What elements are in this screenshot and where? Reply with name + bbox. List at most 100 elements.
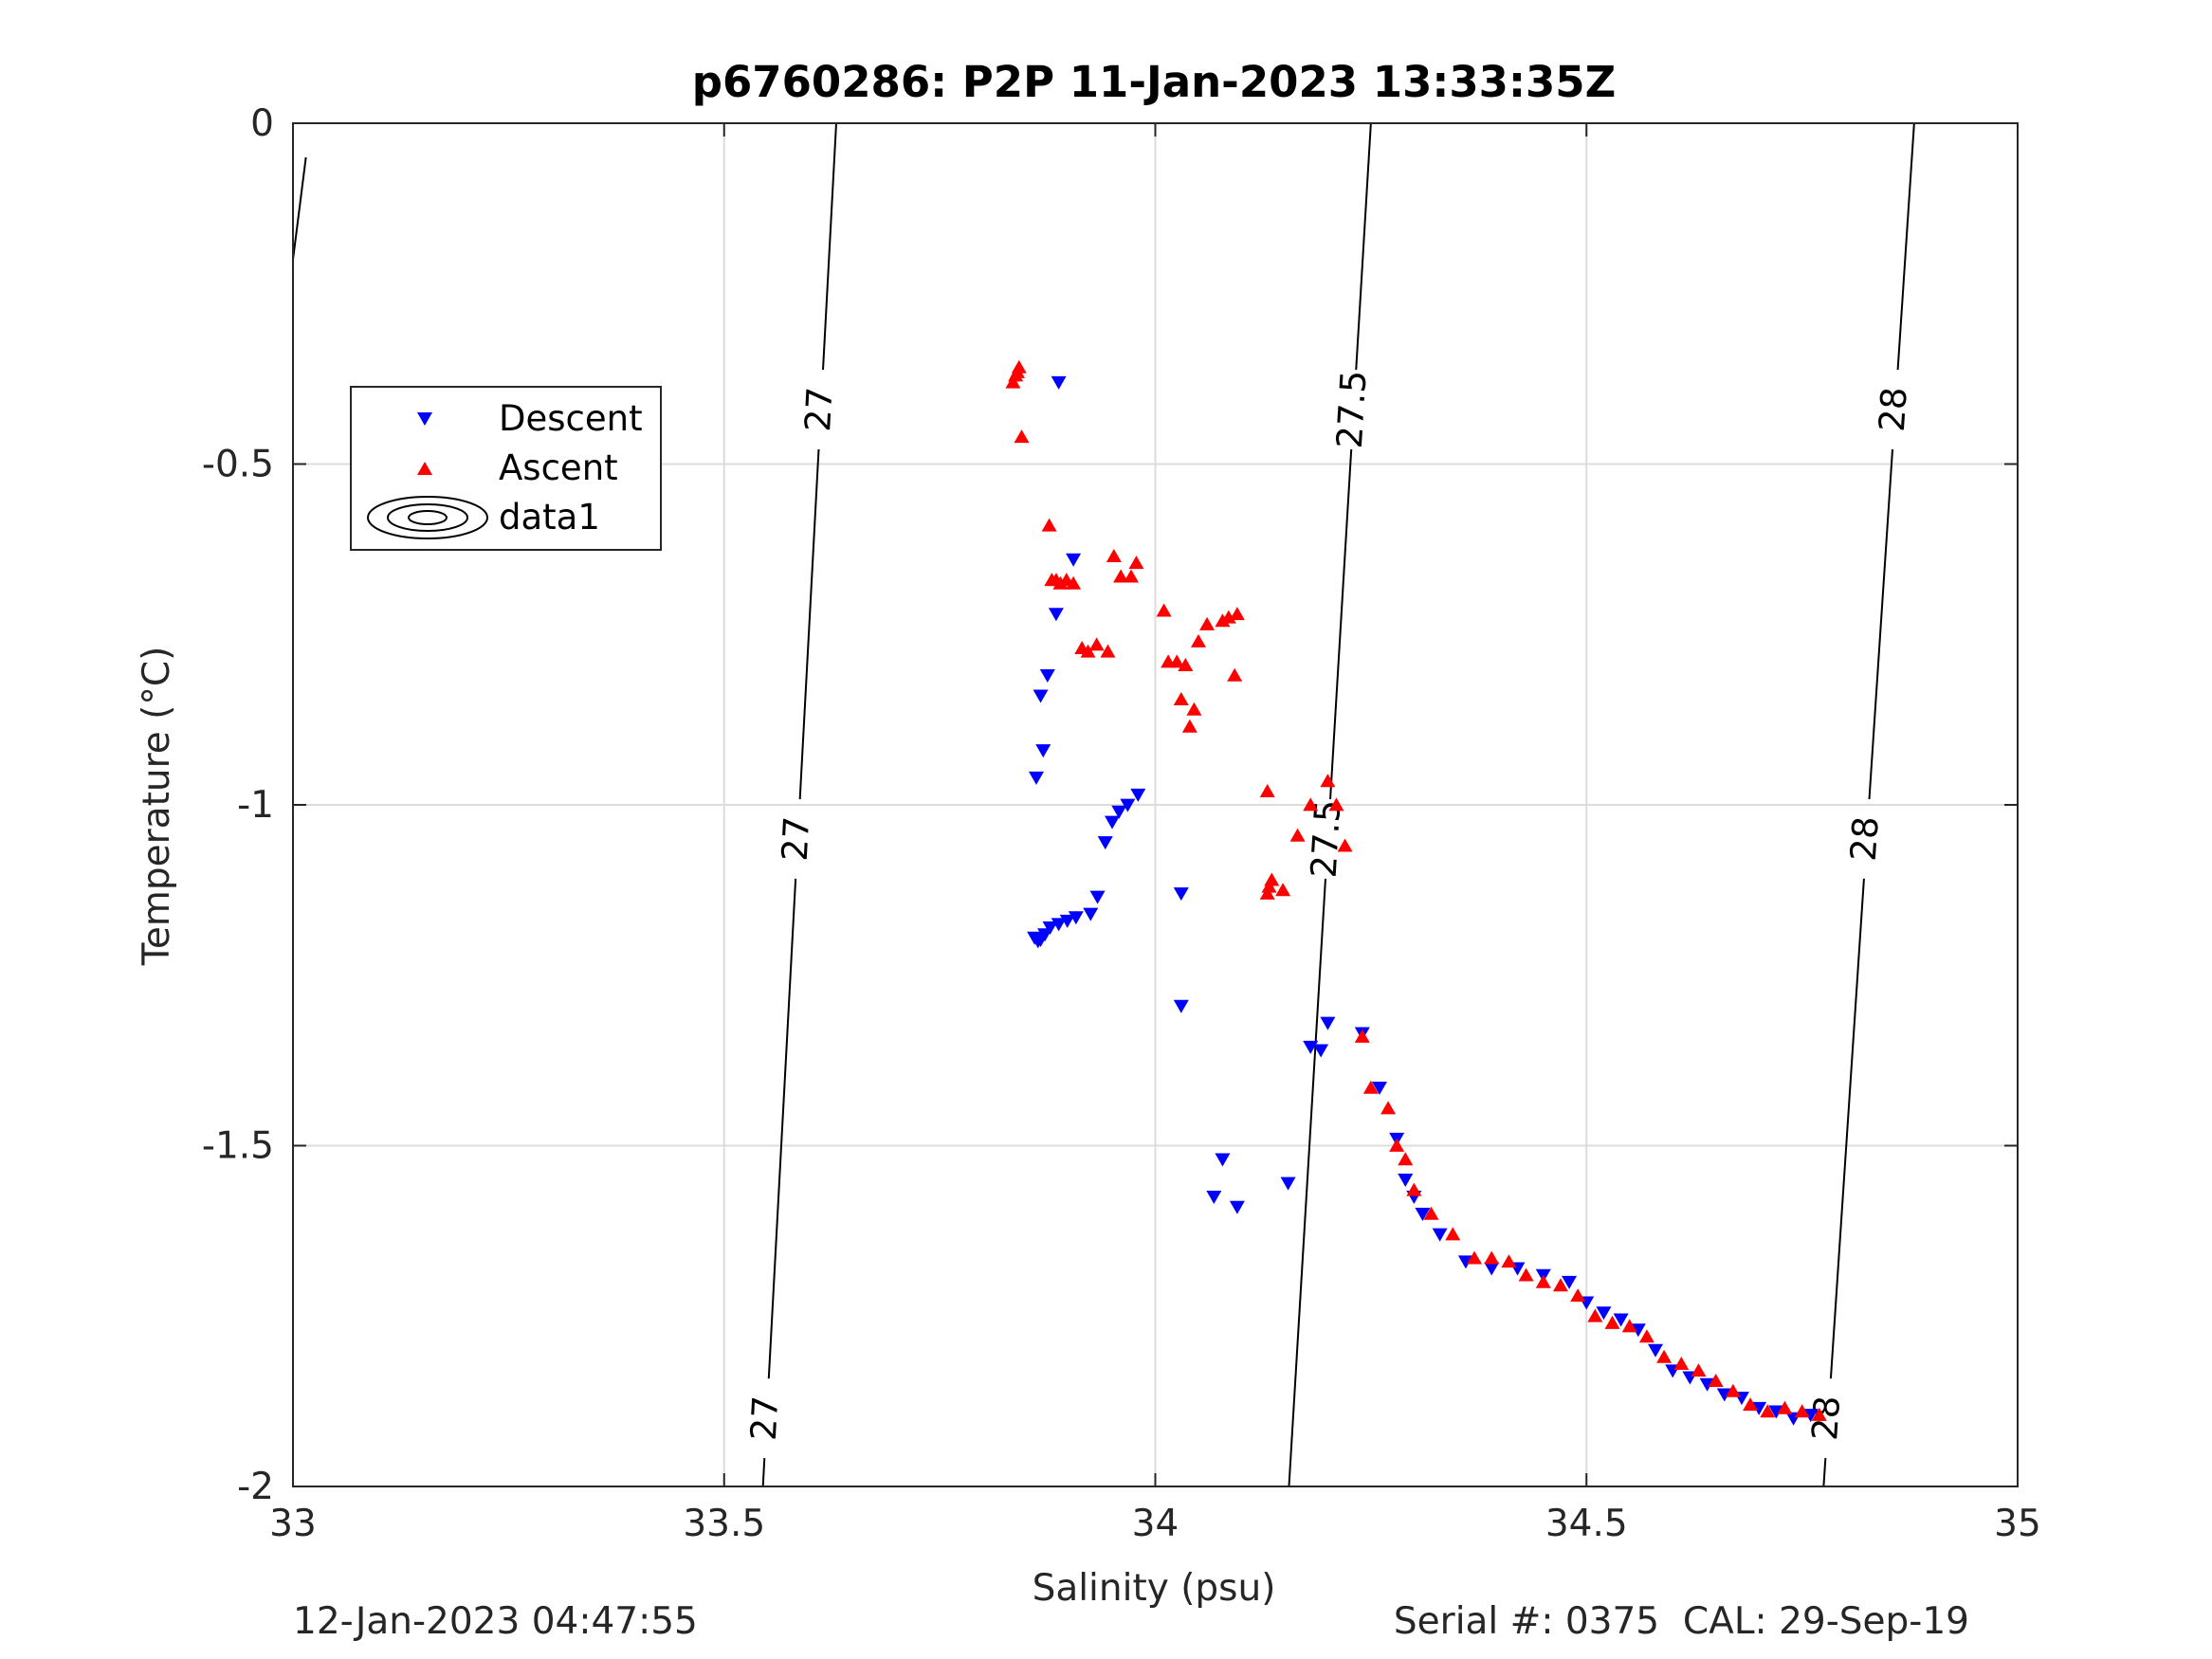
ascent-point bbox=[1320, 774, 1336, 788]
ascent-point bbox=[1656, 1349, 1673, 1363]
contour-label: 27.5 bbox=[1304, 798, 1349, 879]
descent-point bbox=[1432, 1228, 1448, 1242]
ascent-point bbox=[1760, 1404, 1776, 1418]
ascent-point bbox=[1406, 1182, 1422, 1196]
ascent-point bbox=[1691, 1363, 1707, 1377]
x-tick-label: 34.5 bbox=[1545, 1503, 1628, 1545]
contour-line-segment bbox=[1288, 878, 1326, 1487]
descent-point bbox=[1457, 1255, 1473, 1269]
legend: Descent Ascent data1 bbox=[350, 386, 662, 551]
descent-point bbox=[1206, 1191, 1222, 1205]
x-tick-label: 34 bbox=[1132, 1503, 1179, 1545]
descent-point bbox=[1051, 918, 1067, 932]
ascent-point bbox=[1725, 1383, 1741, 1397]
contour-line-segment bbox=[1868, 448, 1894, 800]
contour-label: 27 bbox=[775, 815, 817, 862]
descent-point bbox=[1699, 1377, 1715, 1392]
chart-title: p6760286: P2P 11-Jan-2023 13:33:35Z bbox=[692, 57, 1617, 107]
contour-line-segment bbox=[822, 122, 837, 371]
ascent-point bbox=[1743, 1397, 1759, 1412]
descent-point bbox=[1028, 771, 1044, 785]
descent-point bbox=[1130, 788, 1146, 802]
ascent-point bbox=[1604, 1315, 1620, 1329]
descent-point bbox=[1751, 1401, 1767, 1415]
ascent-point bbox=[1186, 702, 1202, 716]
descent-point bbox=[1051, 375, 1067, 390]
contour-line-segment bbox=[1822, 1457, 1827, 1487]
ascent-point bbox=[1100, 644, 1116, 658]
ascent-point bbox=[1328, 797, 1344, 811]
x-axis-label: Salinity (psu) bbox=[1033, 1567, 1276, 1610]
descent-point bbox=[1039, 668, 1055, 683]
ascent-point bbox=[1220, 610, 1236, 624]
y-axis-label: Temperature (°C) bbox=[136, 647, 178, 967]
descent-point bbox=[1802, 1409, 1819, 1423]
ascent-point bbox=[1169, 654, 1185, 668]
contour-line-segment bbox=[798, 448, 820, 800]
axis-ticks: 33 33.5 34 34.5 35 0 -0.5 -1 -1.5 -2 bbox=[202, 102, 2041, 1545]
descent-point bbox=[1042, 921, 1058, 936]
descent-point bbox=[1035, 744, 1051, 758]
ascent-point bbox=[1398, 1152, 1414, 1166]
descent-point bbox=[1484, 1262, 1500, 1276]
y-tick-label: -2 bbox=[237, 1466, 274, 1508]
ascent-point bbox=[1124, 569, 1140, 583]
descent-point bbox=[1303, 1040, 1319, 1054]
ascent-point bbox=[1113, 569, 1129, 583]
ascent-point bbox=[1794, 1404, 1810, 1418]
y-tick-label: -1.5 bbox=[202, 1125, 274, 1168]
ascent-point bbox=[1673, 1356, 1690, 1370]
legend-box bbox=[350, 386, 662, 551]
descent-point bbox=[1313, 1044, 1329, 1058]
ascent-point bbox=[1289, 828, 1306, 842]
footer-timestamp: 12-Jan-2023 04:47:55 bbox=[293, 1600, 698, 1643]
contour-label: 27 bbox=[743, 1395, 786, 1441]
ascent-point bbox=[1041, 518, 1057, 532]
contour-label: 27.5 bbox=[1329, 369, 1375, 449]
ascent-point bbox=[1501, 1254, 1517, 1268]
ascent-point bbox=[1570, 1288, 1586, 1303]
descent-point bbox=[1371, 1081, 1387, 1095]
ascent-point bbox=[1638, 1329, 1654, 1343]
descent-point bbox=[1173, 887, 1189, 902]
ascent-point bbox=[1173, 691, 1189, 705]
contour-label: 28 bbox=[1843, 815, 1887, 863]
ascent-point bbox=[1777, 1400, 1793, 1414]
legend-ascent-marker bbox=[417, 462, 432, 475]
descent-point bbox=[1059, 914, 1075, 928]
ascent-point bbox=[1423, 1206, 1439, 1220]
ascent-point bbox=[1303, 797, 1319, 811]
ascent-series bbox=[1005, 359, 1827, 1421]
descent-point bbox=[1068, 911, 1084, 925]
ascent-point bbox=[1389, 1138, 1405, 1152]
descent-point bbox=[1768, 1405, 1784, 1419]
ascent-point bbox=[1362, 1080, 1379, 1094]
grid-lines bbox=[292, 122, 2019, 1487]
descent-point bbox=[1562, 1275, 1578, 1289]
ascent-point bbox=[1275, 883, 1291, 897]
contour-line-segment bbox=[292, 156, 307, 260]
descent-point bbox=[1613, 1313, 1629, 1327]
ascent-point bbox=[1261, 879, 1277, 893]
ascent-point bbox=[1052, 575, 1069, 590]
y-tick-label: -1 bbox=[237, 784, 274, 827]
legend-descent-marker bbox=[417, 412, 432, 426]
ascent-point bbox=[1621, 1319, 1637, 1333]
contour-line-segment bbox=[761, 1457, 766, 1487]
descent-point bbox=[1596, 1306, 1612, 1321]
descent-point bbox=[1083, 907, 1099, 921]
ascent-point bbox=[1080, 644, 1096, 658]
descent-point bbox=[1215, 1153, 1231, 1167]
descent-point bbox=[1048, 608, 1064, 622]
ascent-point bbox=[1445, 1227, 1461, 1241]
ascent-point bbox=[1181, 719, 1197, 733]
ascent-point bbox=[1199, 616, 1216, 630]
ascent-point bbox=[1178, 658, 1194, 672]
descent-series bbox=[1027, 375, 1819, 1426]
ascent-point bbox=[1484, 1250, 1500, 1265]
ascent-point bbox=[1190, 633, 1206, 647]
ascent-point bbox=[1354, 1029, 1370, 1043]
ascent-point bbox=[1587, 1308, 1603, 1322]
ascent-point bbox=[1264, 872, 1280, 886]
